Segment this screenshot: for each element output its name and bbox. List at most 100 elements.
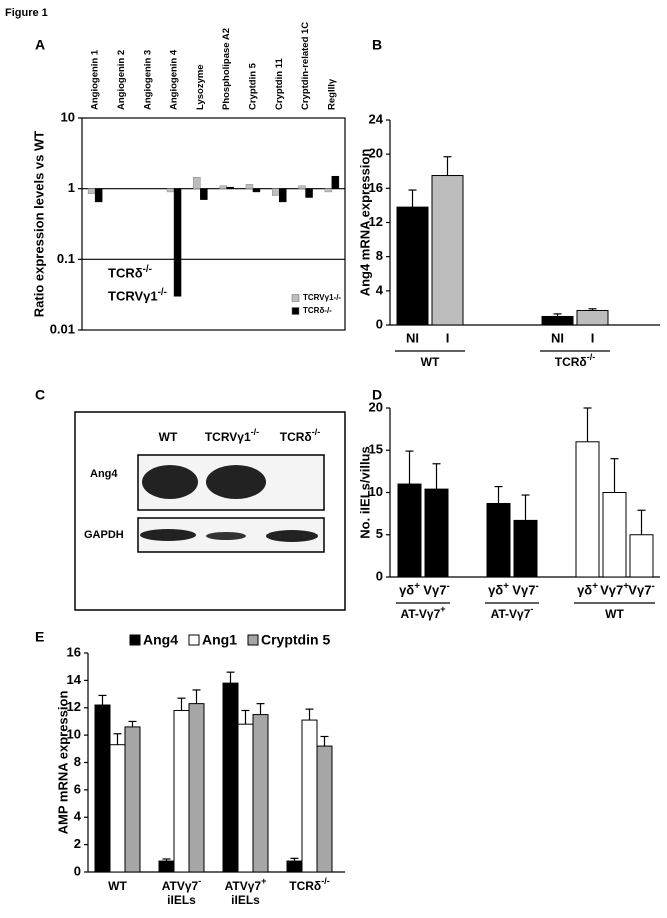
bar — [431, 175, 464, 326]
x-tick-label: Vγ7- — [423, 581, 449, 598]
x-tick-sublabel: iIELs — [167, 893, 196, 907]
x-tick-label: NI — [551, 330, 564, 345]
bar — [513, 519, 538, 578]
x-tick-label: Cryptdin-related 1C — [300, 22, 311, 110]
panel-label: C — [35, 387, 45, 403]
lane-label: TCRδ-/- — [280, 427, 320, 444]
bar — [575, 441, 600, 578]
x-tick-label: Vγ7- — [512, 581, 538, 598]
y-tick-label: 14 — [67, 672, 82, 687]
group-label: AT-Vγ7- — [491, 604, 534, 621]
y-tick-label: 2 — [74, 836, 81, 851]
superscript: -/- — [587, 352, 596, 362]
band — [206, 532, 246, 540]
superscript: - — [535, 581, 538, 592]
blot-frame — [74, 411, 346, 611]
x-tick-label: Angiogenin 3 — [142, 50, 153, 110]
group-label: WT — [421, 355, 440, 369]
legend-swatch — [247, 634, 259, 646]
x-tick-sublabel: iIELs — [231, 893, 260, 907]
bar — [188, 703, 205, 873]
bar — [94, 704, 111, 873]
x-tick-label: Vγ7- — [628, 581, 654, 598]
x-tick-label: Vγ7+ — [600, 581, 629, 598]
bar — [629, 534, 654, 578]
bar — [158, 860, 175, 873]
x-tick-label: WT — [108, 879, 127, 893]
band — [206, 465, 266, 499]
band — [266, 530, 318, 542]
bar — [305, 188, 313, 198]
y-tick-label: 20 — [369, 399, 383, 414]
y-tick-label: 20 — [369, 146, 383, 161]
y-tick-label: 10 — [61, 109, 75, 124]
superscript: + — [440, 604, 445, 614]
superscript: - — [446, 581, 449, 592]
legend-label: Ang1 — [202, 632, 237, 648]
y-tick-label: 8 — [376, 248, 383, 263]
y-tick-label: 0 — [376, 568, 383, 583]
superscript: -/- — [251, 427, 260, 437]
bar — [602, 492, 627, 578]
bar — [245, 184, 254, 189]
superscript: -/- — [321, 876, 330, 886]
row-label: Ang4 — [90, 468, 118, 480]
x-tick-label: Lysozyme — [195, 64, 206, 110]
legend-label: Ang4 — [143, 632, 178, 648]
bar — [200, 188, 208, 200]
superscript: + — [503, 581, 509, 592]
panel-label: A — [35, 37, 45, 53]
y-tick-label: 0 — [376, 316, 383, 331]
legend-swatch — [291, 307, 300, 315]
bar — [331, 175, 340, 189]
y-tick-label: 12 — [67, 699, 81, 714]
bar — [298, 185, 306, 189]
annotation: TCRδ-/- — [108, 264, 152, 281]
x-tick-label: I — [591, 330, 595, 345]
x-tick-label: Phospholipase A2 — [221, 28, 232, 110]
plot-frame — [81, 117, 346, 331]
y-tick-label: 6 — [74, 781, 81, 796]
x-tick-label: TCRδ-/- — [289, 876, 329, 893]
panel-label: D — [372, 387, 382, 403]
x-tick-label: Angiogenin 4 — [169, 49, 180, 110]
y-tick-label: 0.01 — [50, 321, 75, 336]
bar — [396, 206, 429, 326]
band — [140, 529, 196, 541]
superscript: + — [623, 581, 629, 592]
y-tick-label: 12 — [369, 214, 383, 229]
superscript: -/- — [158, 287, 167, 298]
legend-swatch — [291, 294, 300, 302]
bar — [316, 745, 333, 873]
y-tick-label: 10 — [369, 484, 383, 499]
bar — [173, 709, 190, 873]
superscript: - — [198, 876, 201, 886]
x-tick-label: I — [446, 330, 450, 345]
bar — [166, 188, 175, 193]
superscript: + — [592, 581, 598, 592]
band — [142, 465, 198, 499]
bar — [87, 188, 96, 194]
bar — [94, 188, 103, 203]
superscript: -/- — [143, 264, 152, 275]
superscript: - — [651, 581, 654, 592]
group-label: TCRδ-/- — [555, 352, 595, 369]
blot-panel: WT TCRVγ1-/- TCRδ-/- Ang4 GAPDH — [74, 411, 346, 611]
y-axis-label: AMP mRNA expression — [55, 691, 70, 835]
panel-label: B — [372, 37, 382, 53]
x-tick-label: NI — [406, 330, 419, 345]
bar — [252, 714, 269, 873]
y-tick-label: 4 — [74, 809, 82, 824]
y-tick-label: 0.1 — [57, 251, 75, 266]
y-tick-label: 4 — [376, 282, 384, 297]
x-tick-label: Angiogenin 2 — [116, 50, 127, 110]
x-tick-label: Angiogenin 1 — [90, 49, 101, 110]
y-tick-label: 16 — [67, 644, 81, 659]
legend-label: Cryptdin 5 — [261, 632, 330, 648]
y-axis-label: Ratio expression levels vs WT — [31, 131, 46, 317]
bar — [109, 744, 126, 873]
lane-label: TCRVγ1-/- — [205, 427, 259, 444]
y-tick-label: 8 — [74, 754, 81, 769]
legend-swatch — [188, 634, 200, 646]
lane-label: WT — [159, 430, 178, 444]
